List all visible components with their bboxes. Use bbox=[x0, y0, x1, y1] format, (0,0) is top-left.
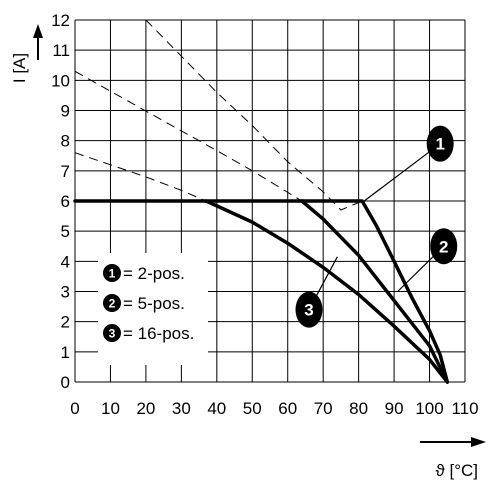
y-tick-label: 3 bbox=[61, 283, 70, 302]
x-tick-label: 70 bbox=[314, 399, 333, 418]
y-tick-label: 8 bbox=[61, 132, 70, 151]
series-callouts: 1 2 3 bbox=[295, 125, 458, 328]
y-axis-arrow-head bbox=[33, 24, 43, 38]
x-tick-label: 50 bbox=[243, 399, 262, 418]
y-tick-label: 9 bbox=[61, 102, 70, 121]
callout-badge-label: 2 bbox=[439, 237, 448, 256]
x-tick-label: 80 bbox=[349, 399, 368, 418]
x-tick-label: 110 bbox=[451, 399, 478, 418]
callout-badge-label: 1 bbox=[435, 135, 444, 154]
y-tick-label: 7 bbox=[61, 162, 70, 181]
chart-grid bbox=[74, 19, 466, 383]
x-axis-arrow-head bbox=[471, 437, 486, 447]
callout-leader-1 bbox=[361, 151, 430, 203]
y-tick-label: 1 bbox=[61, 343, 70, 362]
y-tick-label: 2 bbox=[61, 313, 70, 332]
x-tick-label: 0 bbox=[70, 399, 79, 418]
y-axis-label: I [A] bbox=[10, 53, 29, 83]
x-axis-label-group: ϑ [°C] bbox=[420, 437, 486, 480]
curve-series-2 bbox=[300, 199, 450, 384]
legend: 1 = 2-pos. 2 = 5-pos. 3 = 16-pos. bbox=[98, 253, 208, 365]
y-tick-label: 10 bbox=[51, 71, 70, 90]
callout-badge-3 bbox=[295, 291, 323, 328]
y-tick-label: 4 bbox=[61, 252, 70, 271]
legend-label: = 2-pos. bbox=[123, 264, 185, 283]
solid-curves bbox=[73, 199, 450, 384]
x-tick-label: 40 bbox=[207, 399, 226, 418]
callout-badge-2 bbox=[430, 228, 458, 265]
x-tick-label: 60 bbox=[278, 399, 297, 418]
callout-leader-2 bbox=[397, 255, 435, 292]
legend-badge-label: 2 bbox=[109, 297, 116, 311]
legend-badge-2 bbox=[103, 294, 121, 312]
x-tick-label: 100 bbox=[415, 399, 443, 418]
legend-badge-label: 3 bbox=[109, 327, 116, 341]
x-tick-label: 20 bbox=[136, 399, 155, 418]
y-tick-label: 6 bbox=[61, 192, 70, 211]
y-tick-label: 11 bbox=[52, 41, 70, 60]
x-tick-label: 90 bbox=[385, 399, 404, 418]
callout-badge-label: 3 bbox=[304, 301, 313, 320]
legend-badge-3 bbox=[103, 324, 121, 342]
x-tick-label: 30 bbox=[172, 399, 191, 418]
legend-label: = 5-pos. bbox=[123, 294, 185, 313]
dashed-extensions bbox=[74, 19, 363, 211]
y-tick-label: 5 bbox=[61, 222, 70, 241]
callout-leader-3 bbox=[314, 256, 338, 298]
legend-badge-1 bbox=[103, 264, 121, 282]
x-tick-labels: 0 10 20 30 40 50 60 70 80 90 100 110 bbox=[70, 399, 478, 418]
legend-badge-label: 1 bbox=[109, 267, 116, 281]
y-axis-label-group: I [A] bbox=[10, 24, 43, 83]
y-tick-label: 12 bbox=[51, 11, 70, 30]
curve-series-3 bbox=[204, 199, 450, 384]
callout-badge-1 bbox=[426, 125, 454, 162]
legend-label: = 16-pos. bbox=[123, 324, 194, 343]
dashed-extension-3 bbox=[74, 152, 207, 202]
x-axis-label: ϑ [°C] bbox=[435, 461, 478, 480]
x-tick-label: 10 bbox=[101, 399, 120, 418]
y-tick-label: 0 bbox=[61, 373, 70, 392]
curve-series-1 bbox=[73, 199, 450, 384]
